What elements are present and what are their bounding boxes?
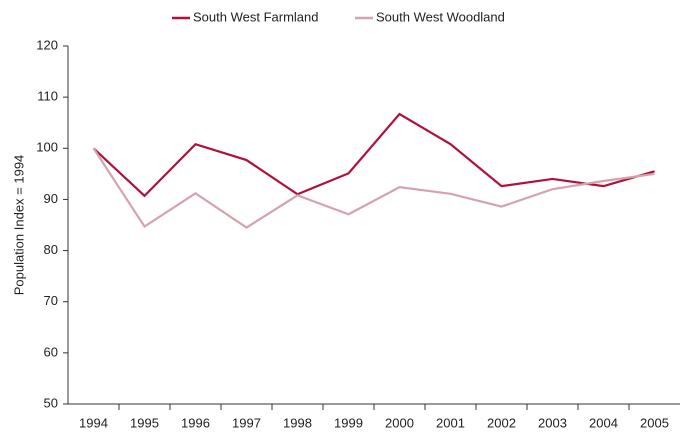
x-tick-label: 2000 bbox=[385, 415, 414, 430]
series-line bbox=[92, 112, 655, 198]
legend-label: South West Farmland bbox=[193, 9, 318, 24]
x-tick-label: 2001 bbox=[436, 415, 465, 430]
x-tick-label: 1998 bbox=[283, 415, 312, 430]
x-tick-label: 1995 bbox=[130, 415, 159, 430]
y-tick-label: 90 bbox=[44, 191, 58, 206]
x-tick-label: 2004 bbox=[589, 415, 618, 430]
x-tick-label: 2005 bbox=[640, 415, 669, 430]
x-tick-label: 2003 bbox=[538, 415, 567, 430]
y-axis-label: Population Index = 1994 bbox=[11, 155, 26, 296]
x-tick-label: 1999 bbox=[334, 415, 363, 430]
y-tick-label: 100 bbox=[36, 140, 58, 155]
y-tick-label: 120 bbox=[36, 37, 58, 52]
y-tick-label: 110 bbox=[37, 89, 58, 104]
x-tick-label: 1996 bbox=[181, 415, 210, 430]
x-tick-label: 2002 bbox=[487, 415, 516, 430]
y-tick-label: 60 bbox=[44, 344, 58, 359]
y-tick-label: 50 bbox=[44, 395, 58, 410]
x-tick-label: 1997 bbox=[232, 415, 261, 430]
legend-label: South West Woodland bbox=[376, 9, 505, 24]
series-line bbox=[92, 147, 655, 229]
x-tick-label: 1994 bbox=[79, 415, 108, 430]
y-tick-label: 70 bbox=[44, 293, 58, 308]
y-tick-label: 80 bbox=[44, 242, 58, 257]
